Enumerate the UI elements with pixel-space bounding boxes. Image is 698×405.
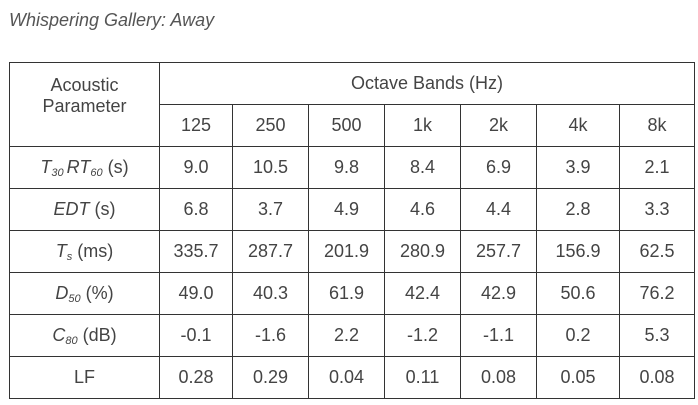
value-cell: 0.11	[384, 356, 461, 399]
value-cell: 0.05	[536, 356, 620, 399]
title: Whispering Gallery: Away	[9, 10, 215, 30]
header-text: Acoustic Parameter	[42, 75, 127, 116]
value-cell: 62.5	[618, 230, 696, 273]
param-symbol: C	[52, 324, 66, 345]
param-unit: (s)	[94, 199, 116, 219]
band-label: 2k	[460, 104, 537, 147]
value-cell: 61.9	[308, 272, 385, 315]
param-symbol: T	[55, 240, 67, 261]
band-label: 250	[232, 104, 309, 147]
param-subscript: 80	[65, 334, 78, 347]
parameter-cell: T30 RT60 (s)	[9, 146, 160, 189]
band-label: 8k	[618, 104, 696, 147]
value-cell: 9.8	[308, 146, 385, 189]
value-cell: 257.7	[460, 230, 537, 273]
table-body: Acoustic Parameter Octave Bands (Hz) 125…	[9, 62, 696, 399]
value-cell: 2.2	[308, 314, 385, 357]
value-cell: 0.29	[232, 356, 309, 399]
header-cell: Acoustic Parameter	[9, 62, 160, 147]
value-cell: 3.3	[618, 188, 696, 231]
data-row: LF 0.28 0.29 0.04 0.11 0.08 0.05 0.08	[9, 356, 696, 399]
value-cell: 8.4	[384, 146, 461, 189]
parameter-cell: D50 (%)	[9, 272, 160, 315]
param-unit: (%)	[85, 282, 114, 303]
value-cell: 5.3	[618, 314, 696, 357]
value-cell: -1.6	[232, 314, 309, 357]
value-cell: 0.04	[308, 356, 385, 399]
param-subscript: 30	[51, 166, 64, 179]
value-cell: 4.4	[460, 188, 537, 231]
param-unit: (s)	[107, 156, 129, 177]
value-cell: 3.9	[536, 146, 620, 189]
value-cell: 2.8	[536, 188, 620, 231]
value-cell: -1.2	[384, 314, 461, 357]
band-label: 500	[308, 104, 385, 147]
value-cell: 280.9	[384, 230, 461, 273]
data-row: T30 RT60 (s) 9.0 10.5 9.8 8.4 6.9 3.9 2.1	[9, 146, 696, 189]
value-cell: 0.08	[460, 356, 537, 399]
band-label: 1k	[384, 104, 461, 147]
value-cell: 4.6	[384, 188, 461, 231]
value-cell: 0.28	[159, 356, 233, 399]
value-cell: 0.08	[618, 356, 696, 399]
param-symbol: D	[55, 282, 69, 303]
value-cell: 2.1	[618, 146, 696, 189]
value-cell: 4.9	[308, 188, 385, 231]
param-name: LF	[73, 367, 95, 387]
param-symbol: T	[40, 156, 52, 177]
data-row: D50 (%) 49.0 40.3 61.9 42.4 42.9 50.6 76.2	[9, 272, 696, 315]
param-unit: (dB)	[82, 324, 117, 345]
value-cell: 287.7	[232, 230, 309, 273]
parameter-cell: EDT (s)	[9, 188, 160, 231]
value-cell: 40.3	[232, 272, 309, 315]
header-cell: Octave Bands (Hz)	[158, 62, 696, 105]
data-row: EDT (s) 6.8 3.7 4.9 4.6 4.4 2.8 3.3	[9, 188, 696, 231]
value-cell: 42.4	[384, 272, 461, 315]
data-row: C80 (dB) -0.1 -1.6 2.2 -1.2 -1.1 0.2 5.3	[9, 314, 696, 357]
band-label: 125	[159, 104, 233, 147]
value-cell: 6.9	[460, 146, 537, 189]
param-symbol: RT	[66, 156, 91, 177]
param-subscript: 50	[68, 292, 81, 305]
value-cell: 10.5	[232, 146, 309, 189]
header-row: Acoustic Parameter Octave Bands (Hz)	[9, 62, 696, 147]
value-cell: 49.0	[159, 272, 233, 315]
value-cell: 0.2	[536, 314, 620, 357]
param-subscript: 60	[90, 166, 103, 179]
data-row: Ts (ms) 335.7 287.7 201.9 280.9 257.7 156.9 62.5	[9, 230, 696, 273]
value-cell: 3.7	[232, 188, 309, 231]
param-unit: (ms)	[77, 240, 114, 261]
value-cell: 6.8	[159, 188, 233, 231]
value-cell: -0.1	[159, 314, 233, 357]
value-cell: 42.9	[460, 272, 537, 315]
parameter-cell: LF	[9, 356, 160, 399]
band-row: 125 250 500 1k 2k 4k 8k	[10, 104, 696, 147]
value-cell: 335.7	[159, 230, 233, 273]
value-cell: -1.1	[460, 314, 537, 357]
value-cell: 76.2	[618, 272, 696, 315]
param-symbol: EDT	[53, 199, 90, 219]
value-cell: 201.9	[308, 230, 385, 273]
parameter-cell: C80 (dB)	[9, 314, 160, 357]
band-label: 4k	[536, 104, 620, 147]
value-cell: 9.0	[159, 146, 233, 189]
parameter-cell: Ts (ms)	[9, 230, 160, 273]
data-table: Acoustic Parameter Octave Bands (Hz) 125…	[9, 62, 696, 399]
param-subscript: s	[66, 250, 73, 263]
value-cell: 50.6	[536, 272, 620, 315]
value-cell: 156.9	[536, 230, 620, 273]
